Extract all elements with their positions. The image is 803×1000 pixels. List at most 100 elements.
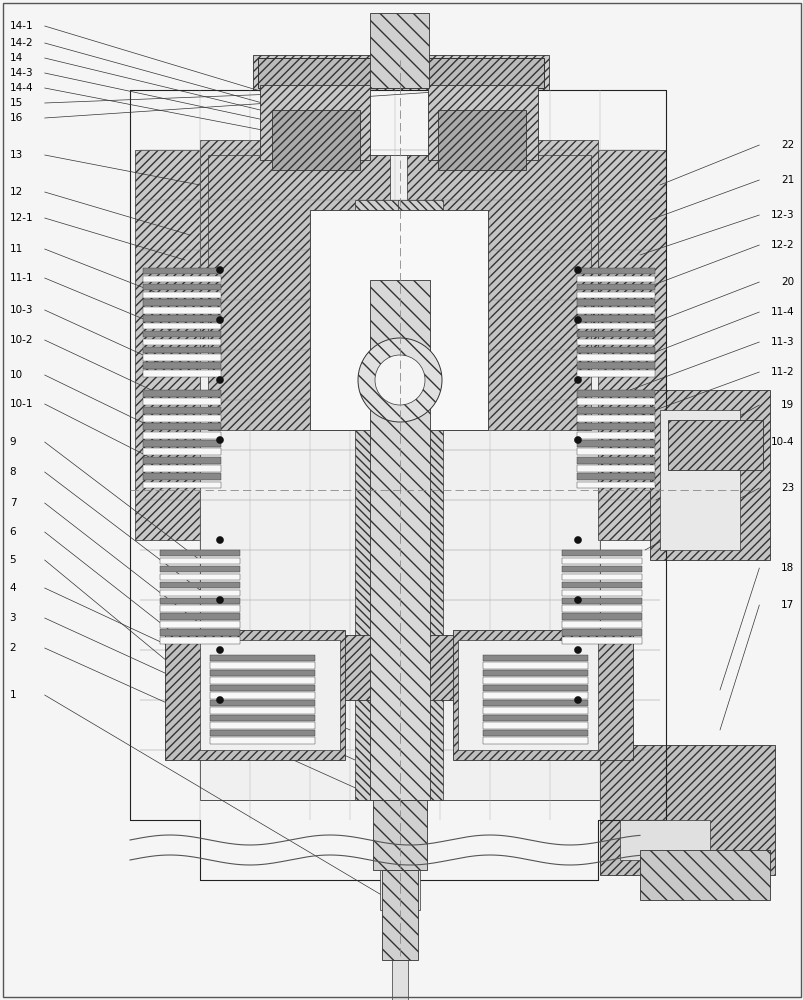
Bar xyxy=(160,558,240,564)
Bar xyxy=(143,347,221,353)
Bar xyxy=(160,590,240,596)
Bar xyxy=(143,432,221,438)
Circle shape xyxy=(216,436,223,444)
Bar xyxy=(561,637,642,644)
Bar xyxy=(210,670,315,676)
Text: 11-1: 11-1 xyxy=(10,273,33,283)
Text: 11-2: 11-2 xyxy=(770,367,793,377)
Text: 18: 18 xyxy=(781,563,793,573)
Bar xyxy=(143,465,221,472)
Bar xyxy=(160,637,240,644)
Circle shape xyxy=(216,536,223,544)
Bar xyxy=(561,574,642,580)
Bar xyxy=(406,155,590,430)
Circle shape xyxy=(216,696,223,704)
Bar xyxy=(210,700,315,706)
Bar xyxy=(143,315,221,322)
Bar xyxy=(659,410,739,550)
Bar xyxy=(143,482,221,488)
Text: 11: 11 xyxy=(10,244,22,254)
Bar xyxy=(561,621,642,628)
Text: 20: 20 xyxy=(781,277,793,287)
Bar xyxy=(143,457,221,464)
Bar xyxy=(143,440,221,447)
Text: 6: 6 xyxy=(10,527,16,537)
Text: 14-4: 14-4 xyxy=(10,83,33,93)
Bar xyxy=(483,722,587,729)
Text: 10-2: 10-2 xyxy=(10,335,33,345)
Bar xyxy=(483,685,587,691)
Text: 10-4: 10-4 xyxy=(770,437,793,447)
Bar xyxy=(143,268,221,274)
Bar xyxy=(160,621,240,628)
Bar xyxy=(577,292,654,298)
Bar xyxy=(143,390,221,397)
Bar xyxy=(210,662,315,669)
Bar xyxy=(160,550,240,556)
Circle shape xyxy=(574,376,581,383)
Bar xyxy=(597,150,665,540)
Bar xyxy=(160,574,240,580)
Bar xyxy=(210,708,315,714)
Bar xyxy=(577,276,654,282)
Bar xyxy=(577,268,654,274)
Text: 1: 1 xyxy=(10,690,16,700)
Text: 21: 21 xyxy=(781,175,793,185)
Bar xyxy=(577,354,654,361)
Bar xyxy=(489,140,597,350)
Bar xyxy=(577,415,654,422)
Bar xyxy=(143,276,221,282)
Text: 11-4: 11-4 xyxy=(770,307,793,317)
Bar xyxy=(483,730,587,736)
Bar xyxy=(143,370,221,377)
Bar xyxy=(210,722,315,729)
Bar xyxy=(143,292,221,298)
Bar xyxy=(392,960,407,1000)
Bar xyxy=(143,415,221,422)
Bar xyxy=(397,200,442,800)
Bar xyxy=(143,354,221,361)
Bar xyxy=(210,737,315,744)
Bar xyxy=(143,307,221,314)
Text: 15: 15 xyxy=(10,98,22,108)
Bar xyxy=(210,692,315,699)
Bar xyxy=(143,299,221,306)
Bar xyxy=(483,700,587,706)
Bar xyxy=(577,362,654,369)
Bar xyxy=(208,155,389,430)
Bar xyxy=(200,140,310,350)
Bar xyxy=(143,398,221,405)
Circle shape xyxy=(216,266,223,273)
Circle shape xyxy=(574,646,581,654)
Text: 12-3: 12-3 xyxy=(770,210,793,220)
Bar xyxy=(483,692,587,699)
Bar xyxy=(577,299,654,306)
Text: 10-1: 10-1 xyxy=(10,399,33,409)
Bar xyxy=(452,630,632,760)
Bar xyxy=(143,362,221,369)
Text: 14: 14 xyxy=(10,53,22,63)
Bar xyxy=(577,432,654,438)
Text: 7: 7 xyxy=(10,498,16,508)
Bar xyxy=(253,55,548,90)
Circle shape xyxy=(574,436,581,444)
Text: 16: 16 xyxy=(10,113,22,123)
Bar xyxy=(561,582,642,588)
Bar xyxy=(577,482,654,488)
Circle shape xyxy=(357,338,442,422)
Bar xyxy=(160,613,240,620)
Bar xyxy=(373,800,426,870)
Bar xyxy=(649,390,769,560)
Bar xyxy=(427,85,537,160)
Text: 14-1: 14-1 xyxy=(10,21,33,31)
Bar xyxy=(210,685,315,691)
Bar xyxy=(160,566,240,572)
Bar xyxy=(369,280,430,800)
Bar xyxy=(143,284,221,290)
Bar xyxy=(577,331,654,337)
Bar xyxy=(577,440,654,447)
Bar xyxy=(577,339,654,345)
Bar xyxy=(599,745,774,875)
Bar xyxy=(483,662,587,669)
Bar xyxy=(258,58,544,88)
